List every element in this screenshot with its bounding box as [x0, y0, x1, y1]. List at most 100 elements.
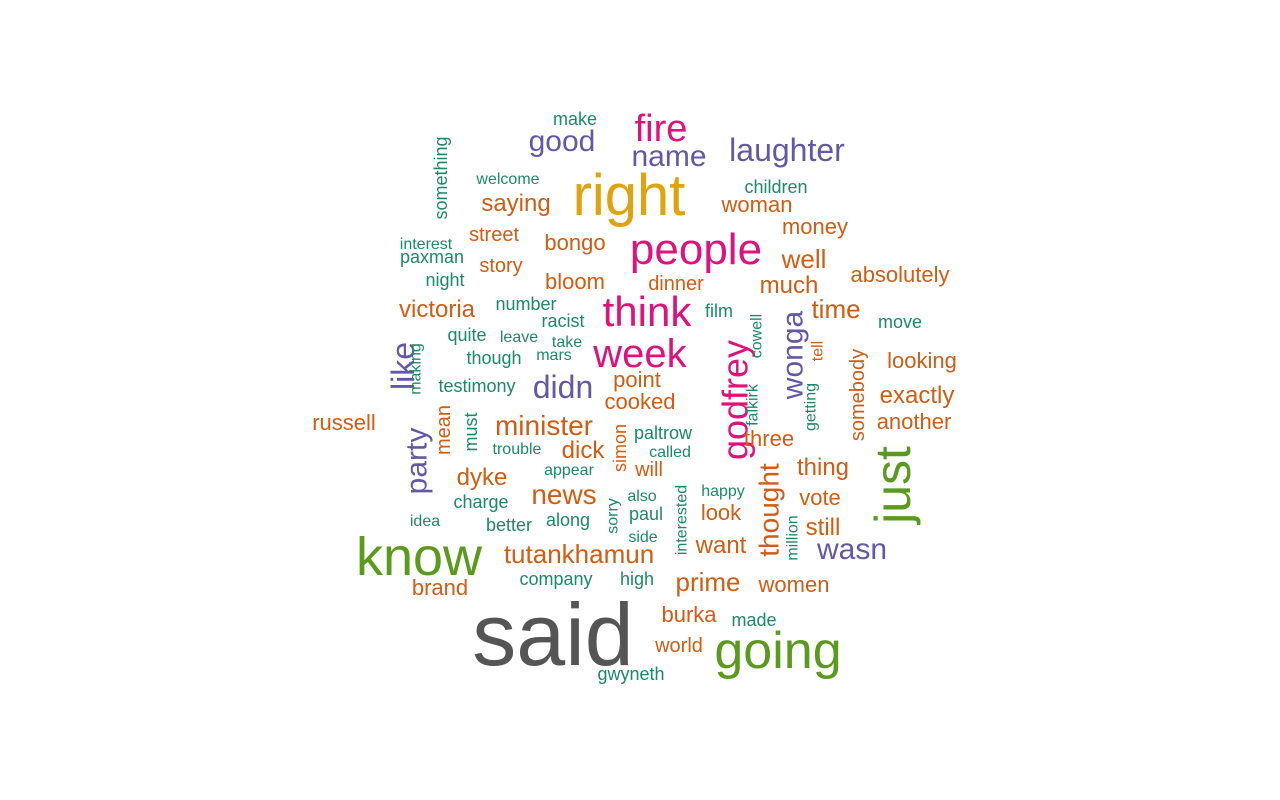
- word-right: right: [573, 163, 686, 228]
- word-news: news: [531, 479, 596, 510]
- word-will: will: [634, 459, 663, 481]
- word-called: called: [649, 444, 691, 461]
- word-something: something: [431, 136, 451, 219]
- word-looking: looking: [887, 348, 957, 373]
- word-world: world: [654, 635, 703, 657]
- word-dyke: dyke: [457, 464, 508, 491]
- word-laughter: laughter: [729, 132, 845, 168]
- word-money: money: [782, 214, 848, 239]
- word-women: women: [758, 572, 830, 597]
- word-party: party: [401, 428, 434, 495]
- word-tell: tell: [810, 341, 827, 361]
- word-falkirk: falkirk: [745, 383, 762, 426]
- word-cooked: cooked: [605, 389, 676, 414]
- word-thing: thing: [797, 454, 849, 481]
- word-dinner: dinner: [648, 273, 704, 295]
- word-welcome: welcome: [475, 171, 539, 188]
- word-story: story: [479, 255, 522, 277]
- word-number: number: [495, 294, 556, 314]
- word-children: children: [744, 177, 807, 197]
- word-thought: thought: [754, 463, 785, 557]
- word-night: night: [425, 270, 464, 290]
- word-quite: quite: [447, 325, 486, 345]
- word-just: just: [865, 446, 921, 526]
- word-didn: didn: [533, 369, 594, 405]
- word-mean: mean: [433, 405, 455, 455]
- word-well: well: [781, 244, 827, 274]
- word-know: know: [356, 527, 483, 587]
- word-idea: idea: [410, 513, 440, 530]
- word-take: take: [552, 334, 582, 351]
- word-make: make: [553, 109, 597, 129]
- word-though: though: [466, 348, 521, 368]
- word-russell: russell: [312, 410, 376, 435]
- word-said: said: [472, 585, 633, 684]
- word-paxman: paxman: [400, 247, 464, 267]
- word-burka: burka: [661, 602, 717, 627]
- word-charge: charge: [453, 492, 508, 512]
- word-going: going: [714, 622, 841, 680]
- word-street: street: [469, 224, 519, 246]
- word-name: name: [631, 140, 706, 173]
- word-getting: getting: [803, 383, 820, 431]
- word-brand: brand: [412, 575, 468, 600]
- word-minister: minister: [495, 410, 593, 441]
- word-film: film: [705, 301, 733, 321]
- word-exactly: exactly: [880, 382, 955, 409]
- word-racist: racist: [541, 311, 584, 331]
- word-trouble: trouble: [493, 441, 542, 458]
- word-side: side: [628, 529, 657, 546]
- word-dick: dick: [562, 437, 606, 464]
- word-better: better: [486, 515, 532, 535]
- word-like: like: [385, 342, 421, 390]
- word-making: making: [408, 343, 425, 395]
- word-happy: happy: [701, 483, 745, 500]
- word-cowell: cowell: [749, 314, 766, 358]
- word-paul: paul: [629, 504, 663, 524]
- word-along: along: [546, 510, 590, 530]
- word-interest: interest: [400, 236, 453, 253]
- word-much: much: [760, 272, 819, 299]
- word-good: good: [529, 125, 596, 158]
- word-three: three: [744, 426, 794, 451]
- word-must: must: [461, 412, 481, 451]
- word-point: point: [613, 367, 661, 392]
- word-week: week: [592, 332, 687, 376]
- word-want: want: [695, 532, 747, 559]
- word-made: made: [731, 610, 776, 630]
- word-godfrey: godfrey: [715, 340, 756, 460]
- word-interested: interested: [674, 485, 691, 555]
- word-victoria: victoria: [399, 296, 476, 323]
- word-still: still: [806, 514, 841, 541]
- word-wonga: wonga: [777, 310, 810, 400]
- word-saying: saying: [481, 190, 550, 217]
- word-somebody: somebody: [847, 349, 869, 441]
- word-bloom: bloom: [545, 269, 605, 294]
- word-million: million: [785, 515, 802, 560]
- word-look: look: [701, 500, 742, 525]
- word-appear: appear: [544, 462, 594, 479]
- word-move: move: [878, 312, 922, 332]
- word-testimony: testimony: [438, 376, 515, 396]
- word-company: company: [519, 569, 592, 589]
- word-absolutely: absolutely: [850, 262, 949, 287]
- word-vote: vote: [799, 485, 841, 510]
- word-fire: fire: [635, 108, 688, 150]
- word-prime: prime: [675, 567, 740, 597]
- word-leave: leave: [500, 329, 538, 346]
- word-high: high: [620, 569, 654, 589]
- word-bongo: bongo: [544, 230, 605, 255]
- word-tutankhamun: tutankhamun: [504, 539, 654, 569]
- word-wasn: wasn: [816, 533, 887, 566]
- word-also: also: [627, 488, 656, 505]
- word-another: another: [877, 409, 952, 434]
- word-think: think: [603, 288, 693, 335]
- word-people: people: [630, 225, 762, 274]
- word-gwyneth: gwyneth: [597, 664, 664, 684]
- word-simon: simon: [610, 424, 630, 472]
- word-woman: woman: [721, 192, 793, 217]
- word-mars: mars: [536, 347, 572, 364]
- word-sorry: sorry: [605, 498, 622, 534]
